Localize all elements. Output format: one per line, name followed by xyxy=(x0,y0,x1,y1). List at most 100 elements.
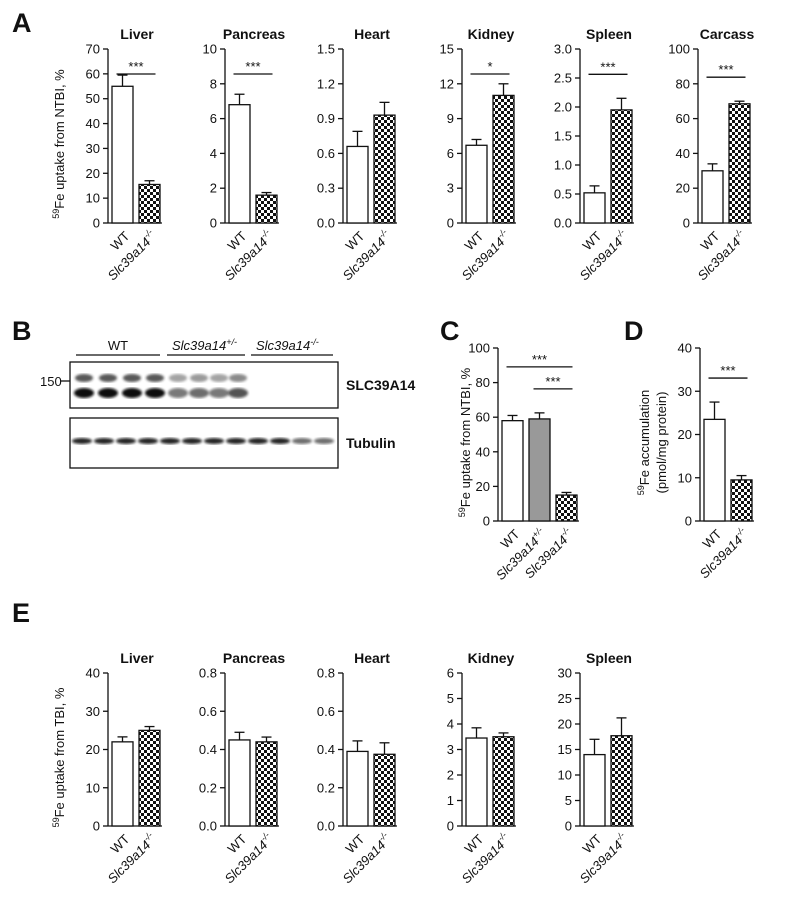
x-tick-label: Slc39a14-/- xyxy=(575,227,631,283)
y-tick-label: 0 xyxy=(210,216,217,231)
y-tick-label: 0.8 xyxy=(317,666,335,681)
bar xyxy=(373,753,396,827)
bar xyxy=(610,109,633,224)
panel-label: C xyxy=(440,316,460,346)
band xyxy=(168,388,188,398)
y-axis-label: 59Fe accumulation (pmol/mg protein) xyxy=(636,390,669,495)
y-tick-label: 40 xyxy=(676,146,690,161)
y-tick-label: 100 xyxy=(468,341,490,356)
bar xyxy=(610,735,633,827)
band xyxy=(182,438,202,444)
x-tick-label: Slc39a14-/- xyxy=(220,227,276,283)
y-tick-label: 30 xyxy=(558,666,572,681)
y-tick-label: 40 xyxy=(86,116,100,131)
y-axis-label-sup: 59 xyxy=(51,817,61,827)
panel-label: D xyxy=(624,316,644,346)
y-axis-label: 59Fe uptake from TBI, % xyxy=(51,687,67,827)
bar xyxy=(228,104,251,224)
y-tick-label: 6 xyxy=(210,111,217,126)
y-tick-label: 0 xyxy=(483,514,490,529)
band xyxy=(210,374,228,382)
y-tick-label: 30 xyxy=(678,384,692,399)
band xyxy=(204,438,224,444)
y-axis-label-line: Fe uptake from TBI, % xyxy=(52,687,67,817)
band xyxy=(74,388,94,398)
y-tick-label: 0 xyxy=(447,216,454,231)
y-tick-label: 1.2 xyxy=(317,76,335,91)
bar xyxy=(346,750,369,827)
y-tick-label: 40 xyxy=(86,666,100,681)
y-tick-label: 60 xyxy=(676,111,690,126)
band xyxy=(209,388,229,398)
bar xyxy=(730,479,753,522)
y-tick-label: 0.6 xyxy=(317,704,335,719)
bar xyxy=(501,420,524,522)
y-tick-label: 5 xyxy=(447,691,454,706)
x-tick-label: Slc39a14-/- xyxy=(338,227,394,283)
band xyxy=(145,388,165,398)
band xyxy=(169,374,187,382)
bar xyxy=(465,737,488,827)
bar xyxy=(373,114,396,224)
y-axis-label-line: Fe accumulation xyxy=(637,390,652,485)
y-tick-label: 6 xyxy=(447,666,454,681)
significance-label: * xyxy=(487,59,492,74)
band xyxy=(229,374,247,382)
bar xyxy=(555,494,578,522)
bar xyxy=(465,144,488,224)
y-tick-label: 0.6 xyxy=(199,704,217,719)
y-tick-label: 50 xyxy=(86,91,100,106)
y-tick-label: 10 xyxy=(678,470,692,485)
bar xyxy=(255,741,278,827)
y-axis-label: 59Fe uptake from NTBI, % xyxy=(457,367,473,517)
x-tick-label: Slc39a14-/- xyxy=(457,830,513,886)
y-tick-label: 0 xyxy=(685,514,692,529)
y-tick-label: 0 xyxy=(93,216,100,231)
y-tick-label: 30 xyxy=(86,141,100,156)
bar xyxy=(138,729,161,827)
y-tick-label: 3 xyxy=(447,181,454,196)
x-tick-label: Slc39a14-/- xyxy=(103,227,159,283)
y-tick-label: 2 xyxy=(447,768,454,783)
y-tick-label: 40 xyxy=(476,444,490,459)
y-tick-label: 0 xyxy=(447,819,454,834)
group-label: Slc39a14-/- xyxy=(256,337,319,353)
y-tick-label: 20 xyxy=(86,166,100,181)
band xyxy=(75,374,93,382)
y-tick-label: 60 xyxy=(476,410,490,425)
panel-label: A xyxy=(12,8,32,38)
bar xyxy=(701,170,724,224)
bands xyxy=(72,374,334,444)
y-tick-label: 1 xyxy=(447,793,454,808)
y-axis-label-line: Fe uptake from NTBI, % xyxy=(52,69,67,209)
x-tick-label: Slc39a14-/- xyxy=(457,227,513,283)
chart-title: Spleen xyxy=(586,650,632,666)
significance-label: *** xyxy=(720,363,735,378)
y-tick-label: 0 xyxy=(683,216,690,231)
y-axis-label-sup: 59 xyxy=(51,209,61,219)
x-tick-label: Slc39a14-/- xyxy=(575,830,631,886)
band xyxy=(99,374,117,382)
significance-label: *** xyxy=(545,374,560,389)
y-tick-label: 15 xyxy=(558,742,572,757)
y-tick-label: 0 xyxy=(93,819,100,834)
band xyxy=(138,438,158,444)
x-tick-label: Slc39a14-/- xyxy=(220,830,276,886)
band xyxy=(94,438,114,444)
y-tick-label: 0.5 xyxy=(554,187,572,202)
y-tick-label: 0.0 xyxy=(317,216,335,231)
y-tick-label: 0.0 xyxy=(317,819,335,834)
chart-title: Kidney xyxy=(468,26,515,42)
group-label: Slc39a14+/- xyxy=(172,337,237,353)
band xyxy=(248,438,268,444)
bar xyxy=(583,753,606,827)
y-tick-label: 80 xyxy=(476,375,490,390)
y-tick-label: 4 xyxy=(447,717,454,732)
y-tick-label: 30 xyxy=(86,704,100,719)
panel-label: B xyxy=(12,316,32,346)
chart-title: Heart xyxy=(354,26,390,42)
bar xyxy=(255,194,278,224)
band xyxy=(314,438,334,444)
band xyxy=(226,438,246,444)
band xyxy=(72,438,92,444)
